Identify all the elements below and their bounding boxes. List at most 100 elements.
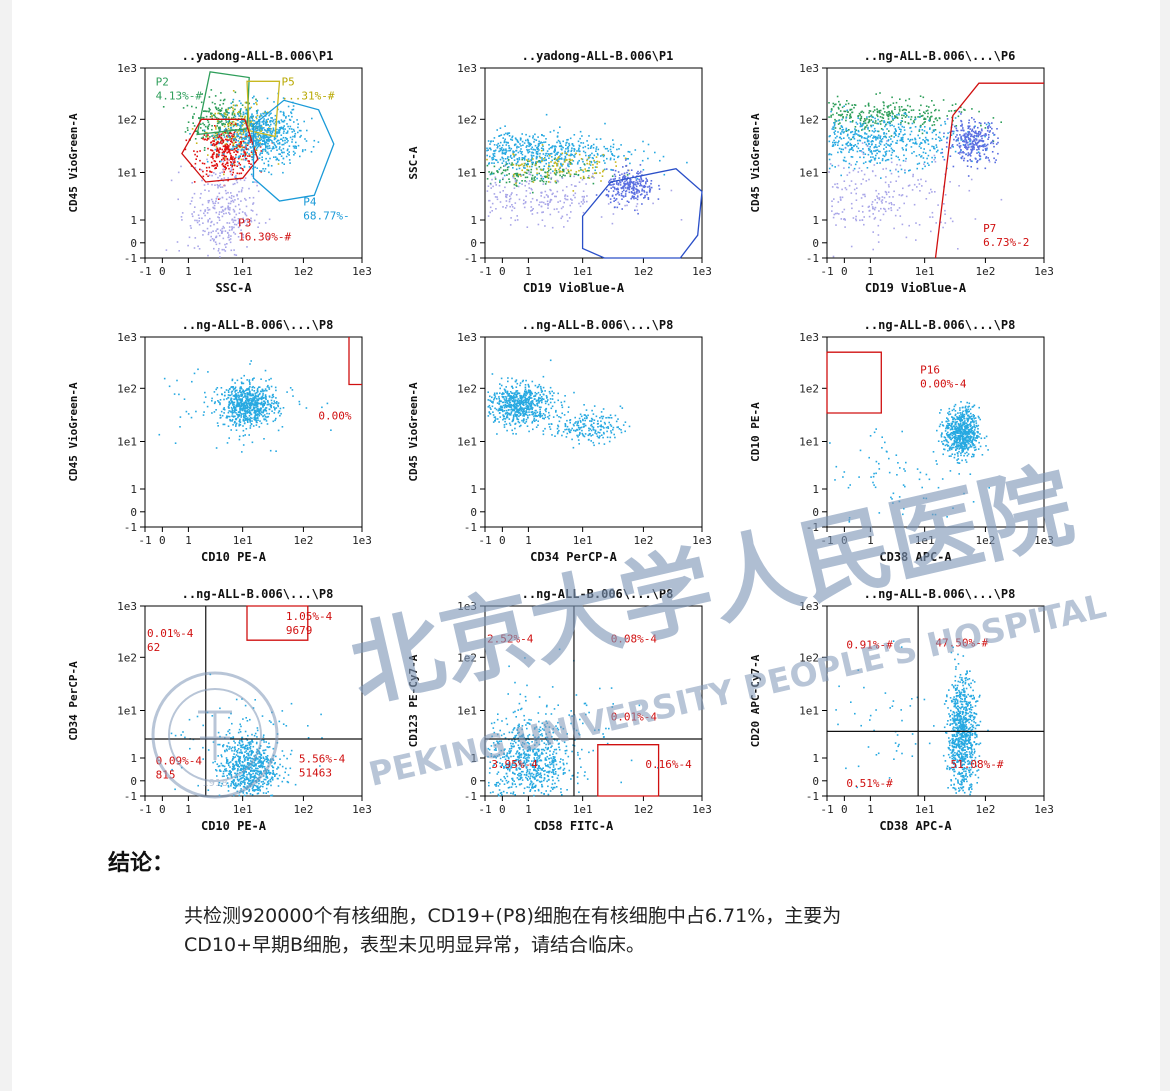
event-dot-P2 (194, 138, 197, 140)
event-dot-P8 (628, 185, 631, 187)
event-dot-cyan (877, 134, 880, 137)
event-dot-P8 (630, 191, 633, 194)
event-dot-debris (229, 241, 232, 244)
event-dot-P5 (227, 124, 230, 127)
event-dot-debris (571, 199, 573, 201)
event-dot-debris (206, 158, 208, 161)
event-dot-green (914, 116, 917, 118)
event-dot-P8 (641, 190, 643, 192)
event-dot-green (839, 103, 841, 106)
event-dot-P8 (632, 181, 634, 183)
y-tick-label: 1 (470, 214, 477, 227)
event-dot-P4 (266, 151, 269, 154)
event-dot-debris (228, 239, 231, 241)
event-dot-lymph (568, 144, 571, 147)
event-dot-P8 (237, 413, 239, 416)
event-dot-P8 (635, 185, 638, 188)
event-dot-cyan (886, 128, 888, 130)
event-dot-debris (944, 222, 947, 224)
event-dot-P4 (241, 130, 244, 132)
event-dot-P8 (277, 402, 280, 404)
event-dot-P4 (262, 134, 264, 136)
event-dot-P2 (193, 125, 196, 127)
event-dot-debris (523, 206, 526, 209)
event-dot-P2 (562, 168, 564, 171)
event-dot-P8 (248, 380, 251, 383)
event-dot-P5 (614, 161, 617, 163)
event-dot-P4 (256, 138, 259, 141)
event-dot-P4 (258, 130, 261, 132)
event-dot-P7 (970, 148, 972, 151)
event-dot-P3 (202, 175, 205, 178)
event-dot-P4 (245, 127, 247, 129)
event-dot-debris (525, 180, 528, 183)
event-dot-green (926, 109, 929, 112)
event-dot-P7 (992, 132, 994, 134)
event-dot-P2 (517, 174, 519, 177)
event-dot-cyan (895, 155, 898, 158)
event-dot-debris (491, 210, 493, 212)
event-dot-cyan (977, 151, 980, 153)
event-dot-P3 (195, 158, 197, 160)
event-dot-P8 (240, 404, 243, 407)
event-dot-cyan (931, 145, 933, 148)
event-dot-P8 (615, 182, 618, 185)
event-dot-debris (882, 213, 885, 216)
event-dot-P4 (280, 126, 283, 129)
event-dot-P5 (601, 175, 604, 177)
event-dot-P8 (643, 197, 645, 199)
event-dot-debris (837, 164, 840, 167)
event-dot-green (925, 110, 928, 112)
event-dot-P4 (278, 132, 280, 134)
event-dot-P3 (214, 125, 216, 127)
event-dot-P4 (261, 152, 263, 154)
event-dot-lymph (508, 147, 510, 150)
event-dot-P8 (613, 173, 616, 176)
event-dot-green (883, 101, 885, 104)
event-dot-debris (204, 189, 206, 191)
event-dot-cyan (909, 127, 911, 129)
event-dot-P4 (262, 121, 265, 123)
event-dot-lymph (573, 134, 576, 136)
event-dot-P7 (979, 133, 982, 135)
event-dot-P8 (650, 180, 653, 182)
x-tick-label: 1e1 (915, 265, 935, 278)
event-dot-P4 (263, 139, 265, 141)
event-dot-lymph (502, 160, 505, 162)
event-dot-debris (834, 183, 836, 186)
event-dot-P2 (218, 122, 220, 124)
event-dot-P4 (270, 165, 273, 167)
event-dot-cyan (889, 145, 891, 147)
event-dot-debris (617, 201, 620, 204)
event-dot-P8 (245, 407, 247, 409)
event-dot-P8 (263, 418, 265, 420)
event-dot-cyan (896, 139, 899, 142)
event-dot-cyan (837, 144, 839, 146)
event-dot-P4 (295, 141, 297, 144)
event-dot-debris (578, 181, 581, 183)
event-dot-cyan (890, 157, 893, 160)
x-tick-label: 1 (185, 265, 192, 278)
event-dot-lymph (499, 179, 501, 182)
event-dot-P3 (234, 123, 237, 125)
event-dot-P8 (610, 178, 612, 181)
event-dot-debris (850, 192, 853, 194)
event-dot-lymph (530, 148, 532, 150)
event-dot-P4 (250, 147, 252, 149)
event-dot-green (894, 108, 896, 110)
event-dot-cyan (861, 125, 863, 128)
event-dot-cyan (867, 136, 869, 138)
event-dot-P4 (266, 121, 268, 124)
event-dot-P4 (263, 135, 265, 138)
event-dot-P4 (263, 113, 265, 115)
event-dot-cyan (950, 134, 953, 136)
event-dot-P4 (283, 125, 285, 127)
event-dot-P8 (636, 191, 638, 193)
event-dot-cyan (944, 120, 946, 123)
event-dot-lymph (528, 151, 531, 153)
event-dot-P4 (238, 115, 240, 117)
event-dot-debris (573, 175, 575, 178)
gate-label: P7 (983, 222, 996, 235)
event-dot-green (884, 111, 886, 113)
event-dot-P4 (306, 129, 308, 132)
